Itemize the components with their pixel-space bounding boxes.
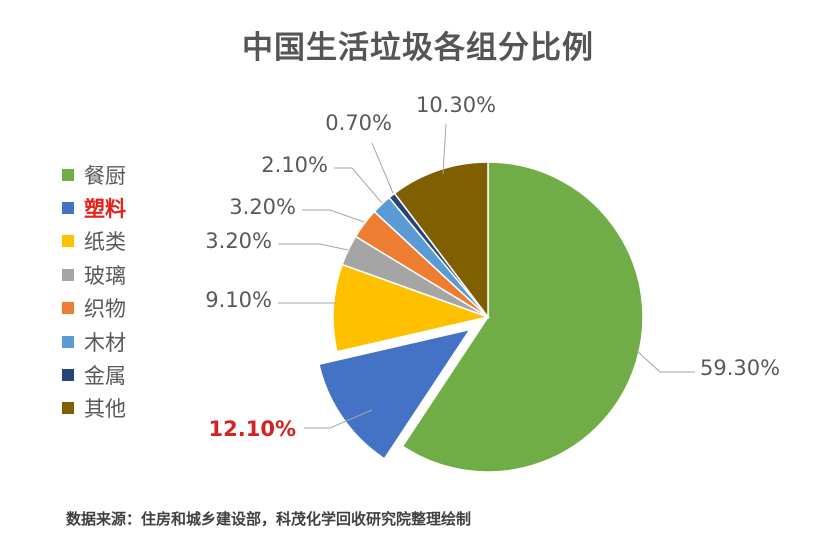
legend-item: 木材 bbox=[62, 325, 126, 358]
data-label: 2.10% bbox=[261, 153, 328, 177]
legend-item: 塑料 bbox=[62, 191, 126, 224]
legend-swatch bbox=[62, 268, 74, 281]
pie-slice bbox=[317, 328, 472, 460]
legend-label: 餐厨 bbox=[84, 163, 126, 188]
legend-label: 玻璃 bbox=[84, 263, 126, 288]
legend-swatch bbox=[62, 235, 74, 248]
legend-item: 纸类 bbox=[62, 225, 126, 258]
data-label: 59.30% bbox=[700, 356, 780, 380]
leader-line bbox=[334, 167, 383, 204]
legend-label: 金属 bbox=[84, 364, 126, 389]
data-label: 3.20% bbox=[205, 229, 272, 253]
legend-swatch bbox=[62, 369, 74, 382]
legend-label: 木材 bbox=[84, 330, 126, 355]
legend-label: 织物 bbox=[84, 297, 126, 322]
leader-line bbox=[371, 142, 394, 194]
legend-label: 纸类 bbox=[84, 230, 126, 255]
legend-swatch bbox=[62, 302, 74, 315]
chart-title: 中国生活垃圾各组分比例 bbox=[242, 30, 594, 66]
pie-slice bbox=[401, 161, 644, 473]
legend: 餐厨塑料纸类玻璃织物木材金属其他 bbox=[62, 158, 126, 425]
data-label: 9.10% bbox=[205, 288, 272, 312]
legend-swatch bbox=[62, 202, 74, 215]
pie-slice bbox=[332, 263, 491, 353]
leader-line bbox=[304, 409, 373, 429]
legend-item: 金属 bbox=[62, 358, 126, 391]
leader-line bbox=[302, 209, 365, 223]
legend-item: 玻璃 bbox=[62, 258, 126, 291]
pie-slice bbox=[393, 161, 489, 320]
data-label: 12.10% bbox=[209, 417, 296, 441]
data-label: 0.70% bbox=[325, 111, 392, 135]
legend-label: 其他 bbox=[84, 397, 126, 422]
leader-line bbox=[635, 349, 695, 373]
leader-line bbox=[442, 123, 447, 175]
legend-item: 其他 bbox=[62, 392, 126, 425]
legend-swatch bbox=[62, 168, 74, 181]
legend-swatch bbox=[62, 335, 74, 348]
data-label: 10.30% bbox=[416, 93, 496, 117]
legend-label: 塑料 bbox=[84, 197, 126, 222]
source-note: 数据来源：住房和城乡建设部，科茂化学回收研究院整理绘制 bbox=[66, 510, 472, 528]
data-label: 3.20% bbox=[229, 195, 296, 219]
leader-line bbox=[278, 243, 349, 251]
legend-item: 餐厨 bbox=[62, 158, 126, 191]
legend-swatch bbox=[62, 402, 74, 415]
legend-item: 织物 bbox=[62, 292, 126, 325]
